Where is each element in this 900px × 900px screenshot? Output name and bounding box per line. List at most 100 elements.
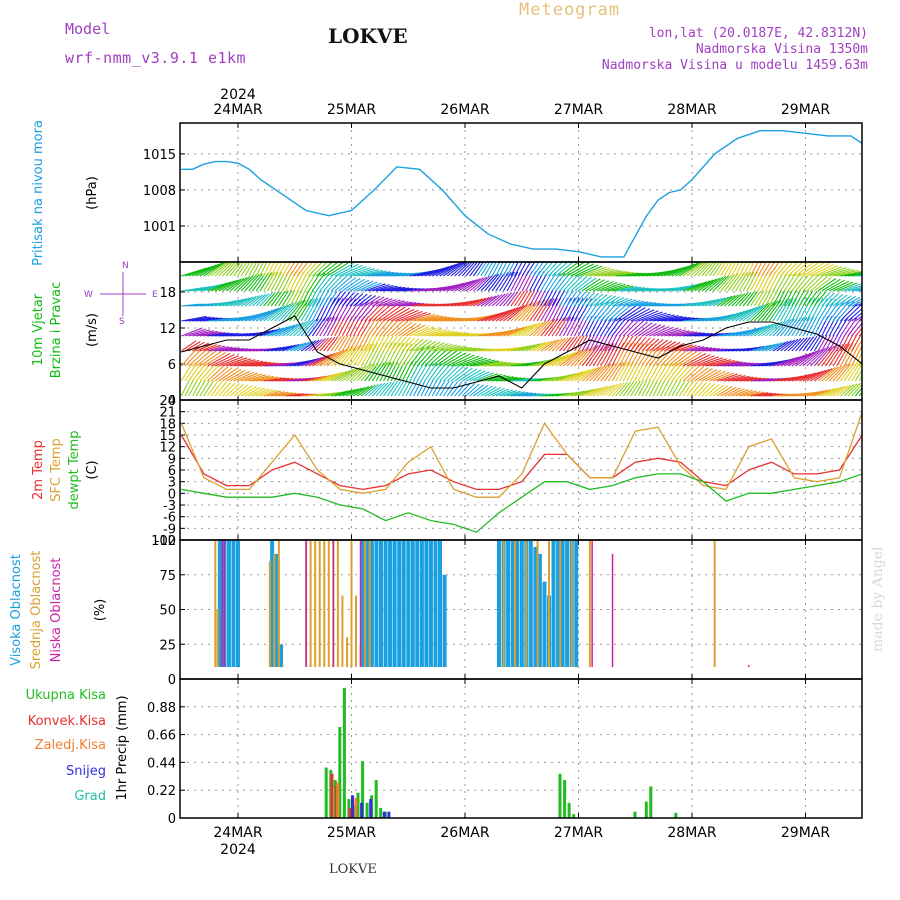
wind-barb — [345, 278, 365, 292]
wind-barb — [428, 362, 442, 382]
wind-barb — [529, 289, 539, 307]
wind-barb — [847, 362, 861, 382]
wind-barb — [663, 379, 674, 397]
wind-barb — [544, 272, 557, 292]
wind-barb — [754, 323, 774, 337]
wind-barb — [330, 297, 344, 322]
wind-barb — [488, 387, 505, 397]
wind-barb — [645, 325, 666, 337]
wind-barb — [570, 275, 588, 292]
wind-barb — [263, 262, 272, 277]
wind-barb — [495, 292, 509, 307]
wind-barb — [233, 276, 251, 292]
wind-barb — [435, 363, 451, 382]
ytick-label-precipitation: 0 — [168, 812, 176, 827]
wind-barb — [181, 327, 202, 337]
wind-barb — [727, 272, 742, 292]
wind-barb — [735, 376, 758, 382]
wind-barb — [487, 262, 497, 277]
wind-barb — [491, 262, 501, 277]
wind-barb — [566, 262, 590, 277]
temp-unit: (C) — [85, 460, 100, 479]
wind-barb — [383, 299, 401, 307]
wind-barb — [353, 299, 370, 322]
ytick-label-precipitation: 0.22 — [147, 784, 176, 799]
wind-barb — [589, 293, 604, 307]
wind-barb — [297, 340, 313, 352]
wind-barb — [667, 264, 693, 277]
wind-barb — [832, 364, 848, 382]
cloud-bar — [528, 540, 533, 667]
wind-barb — [720, 295, 736, 307]
wind-barb — [345, 387, 363, 397]
wind-barb — [518, 392, 537, 397]
wind-barb — [772, 298, 788, 322]
wind-barb — [671, 349, 693, 367]
wind-barb — [814, 388, 832, 397]
wind-barb — [787, 262, 804, 277]
wind-barb — [532, 298, 549, 322]
wind-barb — [622, 381, 635, 397]
wind-barb — [622, 342, 636, 367]
wind-barb — [548, 353, 572, 367]
wind-barb — [615, 361, 628, 382]
wind-barb — [840, 363, 855, 382]
cloud-bar — [350, 540, 353, 667]
wind-barb — [319, 372, 341, 382]
wind-barb — [368, 317, 382, 337]
wind-barb — [398, 310, 423, 322]
wind-barb — [188, 329, 211, 337]
wind-barb — [446, 353, 471, 367]
wind-barb — [360, 334, 370, 352]
wind-barb — [420, 379, 430, 397]
cloud-bar — [214, 540, 217, 667]
wind-barb — [443, 282, 465, 292]
wind-barb — [499, 377, 522, 382]
wind-barb — [724, 375, 746, 382]
wind-barb — [454, 367, 473, 382]
wind-barb — [622, 335, 634, 352]
wind-barb — [578, 388, 596, 397]
wind-barb — [843, 383, 858, 397]
wind-barb — [750, 290, 762, 307]
wind-barb — [525, 290, 536, 307]
wind-barb — [510, 262, 519, 277]
wind-barb — [390, 321, 408, 337]
wind-barb — [285, 300, 303, 322]
wind-barb — [506, 291, 519, 307]
wind-barb — [675, 380, 686, 397]
cloud-bar — [510, 540, 515, 667]
wind-barb — [615, 318, 631, 337]
wind-barb — [353, 364, 370, 382]
ytick-label-wind: 18 — [159, 286, 176, 301]
wind-barb — [304, 318, 320, 337]
wind-barb — [634, 301, 653, 307]
wind-barb — [420, 362, 434, 382]
wind-barb — [218, 368, 238, 382]
wind-barb — [532, 320, 550, 337]
wind-barb — [192, 379, 202, 397]
cloud-bar — [360, 540, 365, 667]
wind-barb — [446, 381, 459, 397]
wind-barb — [596, 316, 609, 337]
wind-barb — [735, 262, 744, 277]
wind-barb — [300, 298, 315, 322]
wind-barb — [679, 344, 697, 352]
wind-barb — [780, 318, 795, 337]
wind-barb — [690, 381, 703, 397]
ytick-label-temperature: 18 — [159, 417, 176, 432]
wind-barb — [379, 319, 395, 337]
wind-barb — [270, 271, 283, 292]
ytick-label-pressure: 1008 — [143, 184, 176, 199]
wind-barb — [757, 290, 768, 307]
wind-barb — [619, 306, 642, 322]
wind-barb — [536, 262, 549, 277]
wind-barb — [435, 331, 458, 337]
wind-barb — [529, 342, 546, 352]
wind-barb — [488, 309, 513, 322]
wind-barb — [319, 290, 330, 307]
wind-barb — [854, 387, 862, 397]
wind-barb — [495, 307, 519, 322]
cloud-bar — [401, 540, 406, 667]
precip-bar — [356, 792, 360, 818]
